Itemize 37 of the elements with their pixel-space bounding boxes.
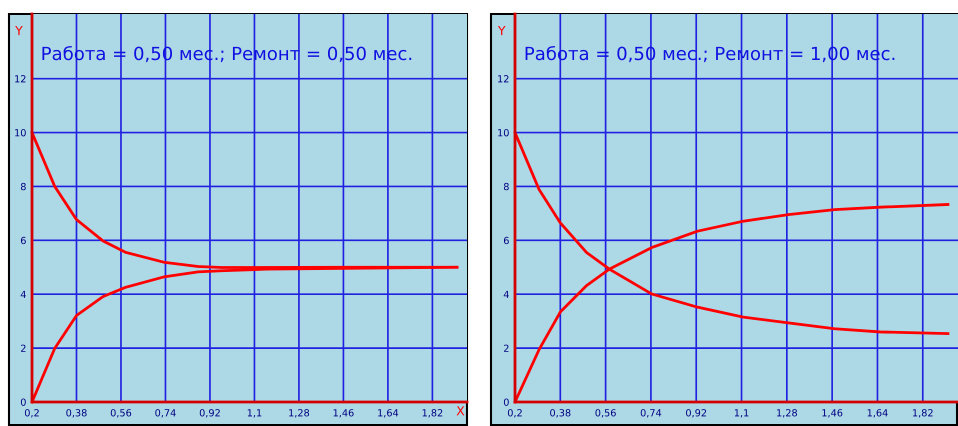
x-tick-label: 1,46 bbox=[334, 409, 354, 418]
x-tick-label: 0,2 bbox=[508, 409, 522, 418]
x-tick-label: 1,82 bbox=[913, 409, 933, 418]
x-tick-label: 0,2 bbox=[24, 409, 39, 418]
y-tick-label: 10 bbox=[15, 129, 26, 136]
y-tick-label: 12 bbox=[498, 75, 508, 82]
y-tick-label: 6 bbox=[504, 236, 509, 244]
y-tick-label: 8 bbox=[504, 182, 509, 190]
x-tick-label: 0,56 bbox=[595, 409, 616, 418]
y-tick-label: 4 bbox=[504, 290, 509, 298]
y-tick-label: 6 bbox=[20, 236, 26, 244]
y-tick-label: 12 bbox=[15, 75, 26, 82]
x-tick-label: 1,64 bbox=[378, 409, 398, 418]
x-tick-label: 1,1 bbox=[734, 409, 748, 418]
x-tick-label: 0,92 bbox=[686, 409, 706, 418]
x-tick-label: 1,64 bbox=[868, 409, 888, 418]
y-tick-label: 0 bbox=[504, 398, 509, 406]
x-tick-label: 0,56 bbox=[110, 409, 132, 418]
x-tick-label: 0,38 bbox=[66, 409, 87, 418]
x-tick-label: 1,28 bbox=[777, 409, 797, 418]
y-axis-title: Y bbox=[15, 26, 23, 36]
x-tick-label: 1,28 bbox=[289, 409, 310, 418]
y-tick-label: 4 bbox=[20, 290, 26, 298]
y-tick-label: 2 bbox=[20, 344, 26, 352]
x-tick-label: 0,38 bbox=[550, 409, 570, 418]
y-tick-label: 10 bbox=[498, 129, 509, 136]
x-tick-label: 1,1 bbox=[248, 409, 262, 418]
y-tick-label: 8 bbox=[20, 182, 26, 190]
x-tick-label: 1,46 bbox=[822, 409, 842, 418]
x-tick-label: 0,74 bbox=[155, 409, 176, 418]
x-axis-title: X bbox=[456, 406, 464, 416]
x-tick-label: 0,92 bbox=[200, 409, 220, 418]
y-tick-label: 2 bbox=[504, 344, 508, 352]
y-tick-label: 0 bbox=[20, 398, 26, 406]
x-tick-label: 0,74 bbox=[640, 409, 662, 418]
x-tick-label: 1,82 bbox=[422, 409, 442, 418]
y-axis-title: Y bbox=[498, 26, 506, 36]
